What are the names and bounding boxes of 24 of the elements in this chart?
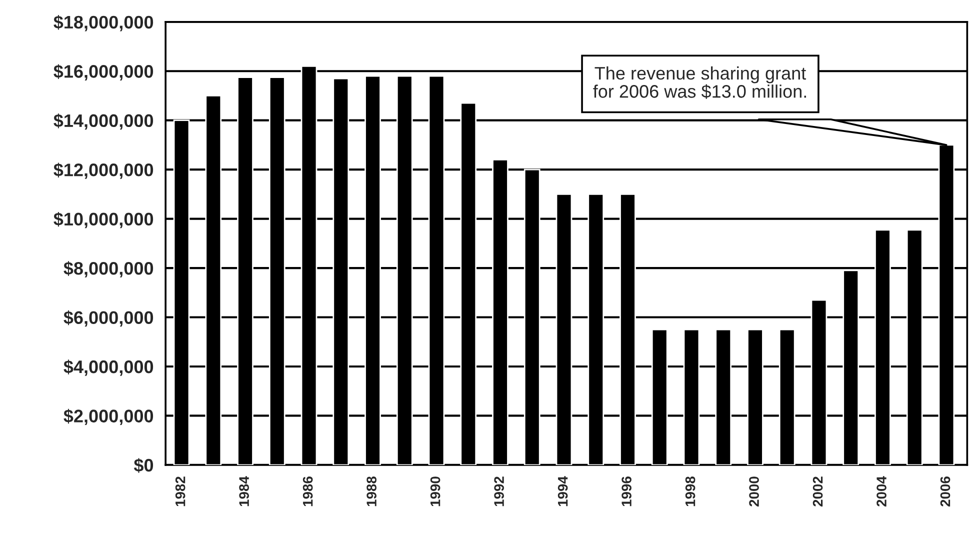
- y-tick-label: $0: [134, 458, 154, 473]
- x-tick-label: 2002: [812, 476, 823, 506]
- y-tick-label: $10,000,000: [54, 212, 154, 228]
- x-tick-label: 2000: [749, 476, 759, 506]
- annotation: The revenue sharing grant for 2006 was $13.0 million.: [593, 66, 806, 99]
- y-tick-label: $14,000,000: [54, 113, 154, 130]
- x-tick-label: 1990: [430, 476, 440, 506]
- x-tick-label: 1982: [175, 476, 186, 506]
- x-tick-label: 1994: [558, 476, 568, 506]
- y-tick-label: $6,000,000: [64, 310, 154, 327]
- x-tick-label: 1984: [239, 476, 249, 506]
- x-tick-label: 1998: [685, 476, 696, 506]
- x-tick-label: 2004: [876, 476, 886, 506]
- x-tick-label: 1986: [302, 476, 313, 506]
- x-tick-label: 1996: [622, 476, 632, 506]
- y-tick-label: $18,000,000: [54, 15, 154, 32]
- x-tick-label: 1988: [366, 476, 376, 506]
- x-tick-label: 1992: [494, 476, 504, 506]
- x-tick-label: 2006: [940, 476, 950, 506]
- y-tick-label: $2,000,000: [64, 408, 154, 426]
- y-tick-label: $16,000,000: [54, 64, 154, 80]
- y-tick-label: $12,000,000: [54, 162, 154, 179]
- y-tick-label: $8,000,000: [64, 261, 154, 278]
- y-tick-label: $4,000,000: [64, 360, 154, 376]
